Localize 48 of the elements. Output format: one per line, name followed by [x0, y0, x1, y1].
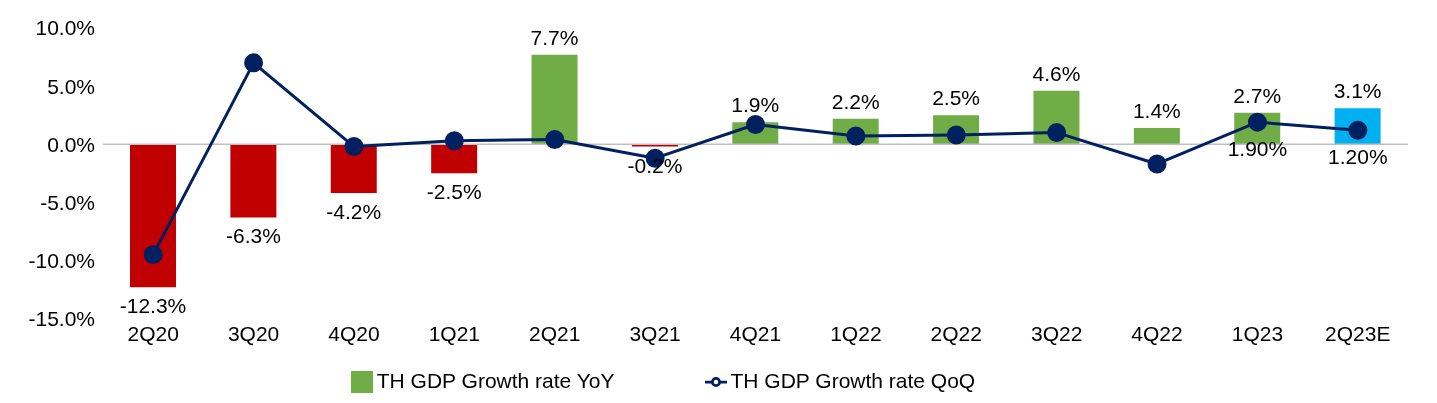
bar	[1133, 127, 1180, 145]
x-tick-label: 4Q22	[1131, 322, 1183, 346]
y-tick-label: -10.0%	[28, 248, 95, 272]
y-tick-label: -15.0%	[28, 307, 95, 330]
x-tick-label: 1Q23	[1231, 322, 1284, 346]
x-tick-label: 3Q22	[1030, 322, 1083, 346]
x-tick-label: 4Q20	[328, 322, 380, 346]
legend-label: TH GDP Growth rate QoQ	[730, 368, 976, 392]
x-tick-label: 3Q20	[227, 322, 280, 346]
x-tick-label: 2Q22	[930, 322, 982, 346]
y-tick-label: 5.0%	[47, 74, 95, 98]
point	[344, 137, 364, 157]
bar	[130, 144, 176, 288]
data-label: 1.90%	[1227, 137, 1288, 161]
x-tick-label: 2Q20	[127, 322, 179, 346]
x-tick-label: 4Q21	[729, 322, 782, 346]
point	[1147, 154, 1167, 174]
bar	[531, 54, 578, 145]
data-label: 3.1%	[1333, 79, 1382, 103]
bar	[230, 144, 277, 218]
data-label: 2.5%	[932, 86, 981, 110]
data-label: -2.5%	[426, 180, 482, 204]
data-label: 1.20%	[1328, 145, 1388, 169]
data-label: -6.3%	[225, 224, 281, 248]
y-tick-label: -5.0%	[40, 190, 95, 214]
bar	[431, 144, 478, 174]
data-label: 4.6%	[1032, 61, 1081, 85]
point	[244, 53, 264, 73]
point	[545, 130, 565, 150]
data-label: -12.3%	[119, 294, 187, 318]
data-label: 1.9%	[731, 93, 780, 117]
x-tick-label: 2Q23E	[1325, 322, 1391, 346]
x-tick-label: 1Q22	[830, 322, 882, 346]
point	[143, 245, 163, 265]
x-tick-label: 2Q21	[529, 322, 581, 346]
point	[444, 131, 464, 151]
data-label: -4.2%	[326, 200, 382, 224]
data-label: 1.4%	[1132, 98, 1181, 122]
data-label: -0.2%	[627, 153, 683, 177]
x-tick-label: 1Q21	[428, 322, 481, 346]
data-label: 2.2%	[831, 89, 880, 113]
y-tick-label: 10.0%	[35, 16, 95, 40]
point	[1047, 123, 1067, 143]
y-tick-label: 0.0%	[47, 132, 95, 156]
data-label: 7.7%	[530, 25, 579, 49]
legend-label: TH GDP Growth rate YoY	[376, 368, 615, 392]
data-label: 2.7%	[1233, 83, 1282, 107]
x-tick-label: 3Q21	[629, 322, 681, 346]
